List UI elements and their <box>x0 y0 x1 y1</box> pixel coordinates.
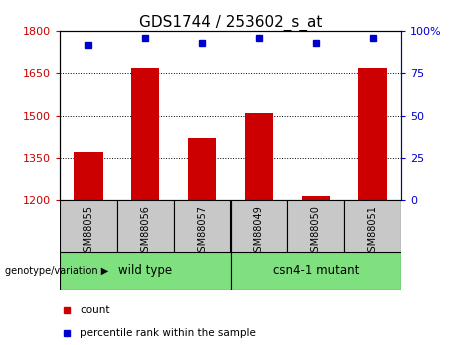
Text: GSM88050: GSM88050 <box>311 205 321 258</box>
Text: GSM88057: GSM88057 <box>197 205 207 258</box>
Bar <box>230 252 401 290</box>
Bar <box>60 252 230 290</box>
Bar <box>245 113 273 200</box>
Text: GSM88049: GSM88049 <box>254 205 264 258</box>
Title: GDS1744 / 253602_s_at: GDS1744 / 253602_s_at <box>139 15 322 31</box>
Bar <box>358 68 387 200</box>
Bar <box>287 200 344 252</box>
Text: wild type: wild type <box>118 264 172 277</box>
Bar <box>131 68 160 200</box>
Text: csn4-1 mutant: csn4-1 mutant <box>272 264 359 277</box>
Bar <box>344 200 401 252</box>
Bar <box>188 138 216 200</box>
Bar <box>60 200 117 252</box>
Bar <box>74 152 102 200</box>
Text: count: count <box>80 305 110 315</box>
Text: GSM88055: GSM88055 <box>83 205 94 258</box>
Bar <box>117 200 174 252</box>
Bar <box>301 196 330 200</box>
Text: GSM88051: GSM88051 <box>367 205 378 258</box>
Bar <box>174 200 230 252</box>
Text: genotype/variation ▶: genotype/variation ▶ <box>5 266 108 276</box>
Bar <box>230 200 287 252</box>
Text: GSM88056: GSM88056 <box>140 205 150 258</box>
Text: percentile rank within the sample: percentile rank within the sample <box>80 328 256 337</box>
